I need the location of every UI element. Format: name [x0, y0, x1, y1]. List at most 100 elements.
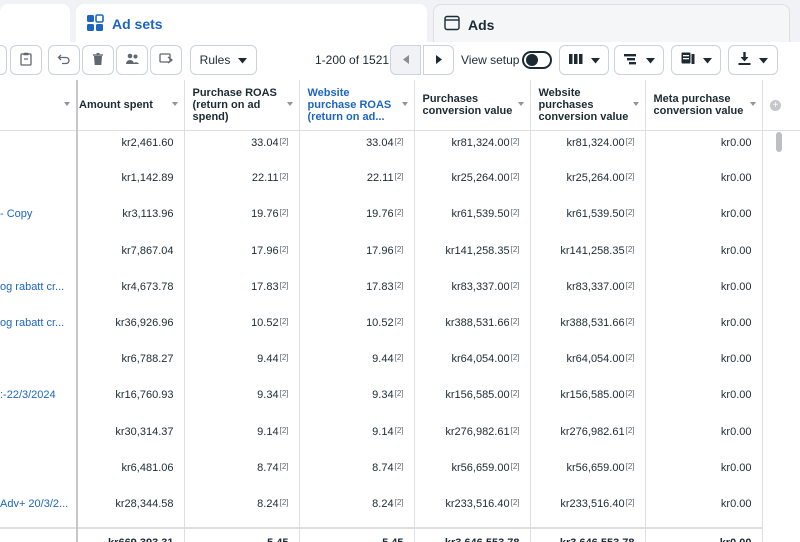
breakdown-icon — [623, 53, 638, 68]
cell-website-roas: 33.04[2] — [299, 130, 415, 167]
cell-website-value: kr64,054.00[2] — [530, 347, 646, 384]
cell-name[interactable] — [0, 130, 78, 167]
caret-down-icon — [759, 53, 768, 67]
cell-website-roas: 8.74[2] — [299, 455, 415, 492]
cell-purchases-value: kr61,539.50[2] — [414, 202, 531, 239]
undo-button[interactable] — [48, 45, 80, 75]
cell-website-value: kr56,659.00[2] — [530, 455, 646, 492]
cell-meta-value: kr0.00 — [645, 274, 763, 311]
footnote-marker: [2] — [394, 425, 404, 435]
table-row[interactable]: og rabatt cr... kr36,926.96 10.52[2] 10.52[… — [0, 310, 763, 348]
cell-name[interactable] — [0, 455, 78, 492]
cell-amount-spent: kr30,314.37 — [77, 419, 185, 456]
add-column-icon[interactable]: + — [770, 100, 781, 111]
cell-name[interactable]: - Copy — [0, 202, 78, 239]
clipboard-button[interactable] — [10, 45, 42, 75]
chevron-left-icon — [402, 53, 409, 67]
footnote-marker: [2] — [394, 172, 404, 182]
cell-purchase-roas: 9.44[2] — [184, 347, 300, 384]
table-row[interactable]: Adv+ 20/3/2... kr28,344.58 8.24[2] 8.24[2] k… — [0, 491, 763, 529]
cell-purchase-roas: 19.76[2] — [184, 202, 300, 239]
vertical-scrollbar[interactable] — [776, 132, 782, 152]
view-setup-toggle[interactable] — [522, 51, 552, 69]
table-row[interactable]: kr7,867.04 17.96[2] 17.96[2] kr141,258.35[2… — [0, 238, 763, 275]
footnote-marker: [2] — [279, 244, 289, 254]
cell-name[interactable] — [0, 166, 78, 203]
footnote-marker: [2] — [394, 497, 404, 507]
column-header-name[interactable] — [0, 80, 78, 131]
duplicate-button[interactable] — [150, 45, 182, 75]
tab-ad-sets-label: Ad sets — [112, 16, 163, 32]
footnote-marker: [2] — [510, 244, 520, 254]
footnote-marker: [2] — [625, 136, 635, 146]
cell-name[interactable]: og rabatt cr... — [0, 274, 78, 311]
footnote-marker: [2] — [279, 353, 289, 363]
table-row[interactable]: kr6,788.27 9.44[2] 9.44[2] kr64,054.00[2] kr… — [0, 347, 763, 384]
cell-website-value: kr25,264.00[2] — [530, 166, 646, 203]
cell-purchases-value: kr156,585.00[2] — [414, 383, 531, 420]
footnote-marker: [2] — [510, 461, 520, 471]
delete-button[interactable] — [82, 45, 114, 75]
footnote-marker: [2] — [510, 136, 520, 146]
footnote-marker: [2] — [394, 353, 404, 363]
table-row[interactable]: kr2,461.60 33.04[2] 33.04[2] kr81,324.00[2]… — [0, 130, 763, 167]
reports-dropdown[interactable] — [671, 45, 721, 75]
column-header-purchases-conversion-value[interactable]: Purchases conversion value — [414, 80, 531, 131]
caret-down-icon — [645, 53, 655, 67]
cell-amount-spent: kr2,461.60 — [77, 130, 185, 167]
table-row[interactable]: - Copy kr3,113.96 19.76[2] 19.76[2] kr61,539… — [0, 202, 763, 239]
footnote-marker: [2] — [625, 316, 635, 326]
column-header-purchase-roas[interactable]: Purchase ROAS (return on ad spend) — [184, 80, 300, 131]
cell-amount-spent: kr16,760.93 — [77, 383, 185, 420]
breakdown-dropdown[interactable] — [614, 45, 664, 75]
window-icon — [444, 15, 460, 34]
tab-ads[interactable]: Ads — [433, 4, 790, 44]
footnote-marker: [2] — [510, 497, 520, 507]
footnote-marker: [2] — [394, 280, 404, 290]
audience-button[interactable] — [116, 45, 148, 75]
table-row[interactable]: og rabatt cr... kr4,673.78 17.83[2] 17.83[2… — [0, 274, 763, 311]
footnote-marker: [2] — [279, 172, 289, 182]
footnote-marker: [2] — [625, 425, 635, 435]
pagination-text: 1-200 of 1521 — [315, 53, 390, 67]
cell-website-value: kr141,258.35[2] — [530, 238, 646, 275]
footnote-marker: [2] — [510, 280, 520, 290]
table-row[interactable]: kr6,481.06 8.74[2] 8.74[2] kr56,659.00[2] kr… — [0, 455, 763, 492]
table-row[interactable]: kr1,142.89 22.11[2] 22.11[2] kr25,264.00[2]… — [0, 166, 763, 203]
cell-name[interactable] — [0, 347, 78, 384]
tab-ad-sets[interactable]: Ad sets — [76, 4, 427, 44]
tab-campaigns-partial[interactable] — [0, 4, 70, 44]
table-row[interactable]: kr30,314.37 9.14[2] 9.14[2] kr276,982.61[2]… — [0, 419, 763, 456]
export-dropdown[interactable] — [728, 45, 778, 75]
footnote-marker: [2] — [279, 316, 289, 326]
column-header-meta-purchase-conversion-value[interactable]: Meta purchase conversion value — [645, 80, 763, 131]
footnote-marker: [2] — [279, 136, 289, 146]
cell-name[interactable] — [0, 419, 78, 456]
cell-meta-value: kr0.00 — [645, 491, 763, 529]
footnote-marker: [2] — [279, 280, 289, 290]
add-column-area: + — [762, 80, 800, 542]
table-totals-row[interactable]: kr669,393.315.455.45kr3,646,553.78kr3,64… — [0, 527, 763, 542]
cell-name[interactable] — [0, 527, 78, 542]
previous-page-button[interactable] — [390, 45, 421, 75]
cell-name[interactable] — [0, 238, 78, 275]
columns-dropdown[interactable] — [559, 45, 609, 75]
table-row[interactable]: :-22/3/2024 kr16,760.93 9.34[2] 9.34[2] kr15… — [0, 383, 763, 420]
cell-purchases-value: kr3,646,553.78 — [414, 527, 531, 542]
cell-purchase-roas: 9.14[2] — [184, 419, 300, 456]
ad-sets-table: Amount spent Purchase ROAS (return on ad… — [0, 80, 763, 542]
toolbar-partial-button[interactable] — [0, 45, 7, 75]
cell-name[interactable]: og rabatt cr... — [0, 310, 78, 348]
column-header-website-purchases-conversion-value[interactable]: Website purchases conversion value — [530, 80, 646, 131]
column-header-website-purchase-roas[interactable]: Website purchase ROAS (return on ad... — [299, 80, 415, 131]
next-page-button[interactable] — [423, 45, 454, 75]
cell-website-value: kr156,585.00[2] — [530, 383, 646, 420]
footnote-marker: [2] — [625, 497, 635, 507]
column-header-amount-spent[interactable]: Amount spent — [77, 80, 185, 131]
cell-name[interactable]: Adv+ 20/3/2... — [0, 491, 78, 529]
cell-purchases-value: kr388,531.66[2] — [414, 310, 531, 348]
cell-purchase-roas: 5.45 — [184, 527, 300, 542]
cell-name[interactable]: :-22/3/2024 — [0, 383, 78, 420]
caret-down-icon — [238, 53, 248, 67]
rules-dropdown[interactable]: Rules — [190, 45, 257, 75]
